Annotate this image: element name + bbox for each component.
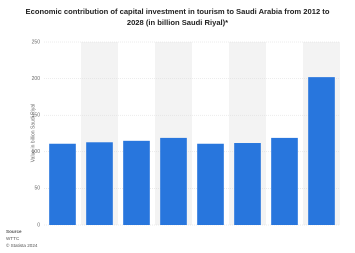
bar: [86, 142, 113, 225]
source: WTTC: [6, 236, 20, 241]
source-block: Source WTTC © Statista 2024: [6, 229, 38, 248]
bar: [123, 140, 150, 225]
y-tick-label: 100: [32, 149, 41, 155]
y-tick-label: 200: [32, 76, 41, 82]
y-tick-label: 50: [34, 186, 40, 192]
copyright: © Statista 2024: [6, 242, 38, 248]
y-tick-label: 250: [32, 39, 41, 45]
bar: [49, 143, 76, 225]
bar: [234, 143, 261, 225]
bar: [197, 143, 224, 225]
bar: [160, 137, 187, 225]
y-tick-label: 150: [32, 113, 41, 119]
source-label: Source: [6, 229, 22, 234]
y-axis-label: Value in billion Saudi Riyal: [30, 104, 36, 163]
y-tick-label: 0: [37, 222, 40, 228]
bar: [271, 137, 298, 225]
chart-title: Economic contribution of capital investm…: [25, 7, 330, 27]
bar: [308, 77, 335, 225]
